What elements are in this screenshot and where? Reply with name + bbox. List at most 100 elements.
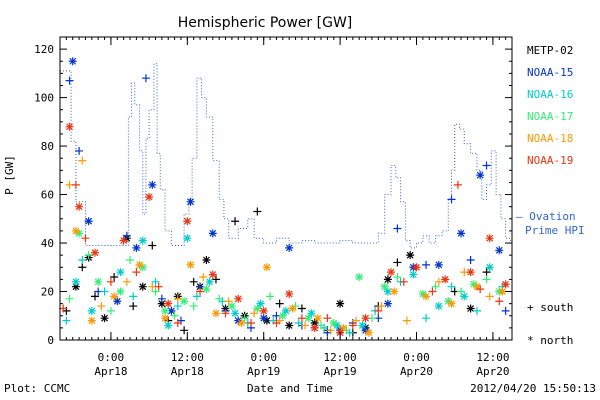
data-point [71,277,80,286]
data-point [482,268,491,277]
data-point [148,241,157,250]
data-point [348,321,357,330]
legend-ovation-line1: — Ovation [516,210,576,223]
data-point [227,302,236,311]
data-point [122,231,131,240]
data-point [78,263,87,272]
legend-ovation-line2: Prime HPI [525,224,585,237]
data-point [317,321,326,330]
legend-item: METP-02 [527,44,573,57]
data-point [434,277,443,286]
data-point [460,292,469,301]
data-point [173,302,182,311]
data-point [132,268,141,277]
x-tick-label-date: Apr20 [400,365,433,378]
data-point [329,319,338,328]
x-tick-label-time: 0:00 [250,351,277,364]
data-point [189,277,198,286]
legend-marker-south: + south [527,301,573,314]
data-point [135,260,144,269]
data-point [390,287,399,296]
data-point [240,314,249,323]
data-point [361,314,370,323]
data-point [253,207,262,216]
data-point [380,282,389,291]
data-point [183,217,192,226]
y-tick-label: 0 [47,334,54,347]
data-point [234,294,243,303]
data-point [84,251,93,260]
data-point [472,306,481,315]
data-point [352,316,361,325]
data-point [173,319,182,328]
series-noaa-18 [65,156,507,337]
data-point [65,122,74,131]
data-point [81,234,90,243]
data-point [100,287,109,296]
data-point [246,319,255,328]
data-point [282,306,290,315]
data-point [422,260,431,269]
data-point [75,202,84,211]
data-point [208,270,217,279]
data-point [196,287,205,296]
x-tick-label-date: Apr19 [324,365,357,378]
data-point [164,299,173,308]
data-point [215,294,224,303]
data-point [65,76,74,85]
x-tick-label-date: Apr20 [476,365,509,378]
data-point [100,314,109,323]
x-tick-label-time: 12:00 [171,351,204,364]
data-point [154,282,163,291]
y-tick-label: 80 [41,140,54,153]
data-point [145,192,154,201]
data-point [412,263,421,272]
data-point [167,306,176,315]
x-tick-label-time: 0:00 [98,351,125,364]
data-point [466,268,475,277]
data-point [431,282,440,291]
data-point [495,297,504,306]
data-point [183,234,192,243]
data-point [186,260,195,269]
data-point [161,306,170,315]
data-point [78,156,87,165]
data-point [399,277,408,286]
data-point [71,180,80,189]
data-point [383,299,392,308]
data-point [97,302,106,311]
data-point [157,294,166,303]
data-point [259,306,268,315]
data-point [199,272,208,281]
data-point [87,306,96,315]
data-point [157,299,166,308]
data-point [202,285,211,294]
x-tick-label-time: 0:00 [403,351,430,364]
data-point [310,319,319,328]
data-point [358,321,367,330]
data-point [441,275,450,284]
data-point [307,309,316,318]
data-point [237,319,246,328]
data-point [301,321,310,330]
data-point [498,287,507,296]
data-point [180,297,189,306]
data-point [485,234,494,243]
data-point [482,161,491,170]
data-point [205,277,214,286]
data-point [285,289,294,298]
data-point [122,277,131,286]
data-point [65,294,74,303]
data-point [170,311,179,320]
data-point [377,302,386,311]
x-tick-label-date: Apr19 [247,365,280,378]
series-noaa-16 [62,234,507,337]
y-tick-label: 100 [34,92,54,105]
data-point [313,314,322,323]
data-point [326,326,335,335]
data-point [186,197,195,206]
data-point [457,229,466,238]
data-point [71,226,80,235]
data-point [129,292,138,301]
